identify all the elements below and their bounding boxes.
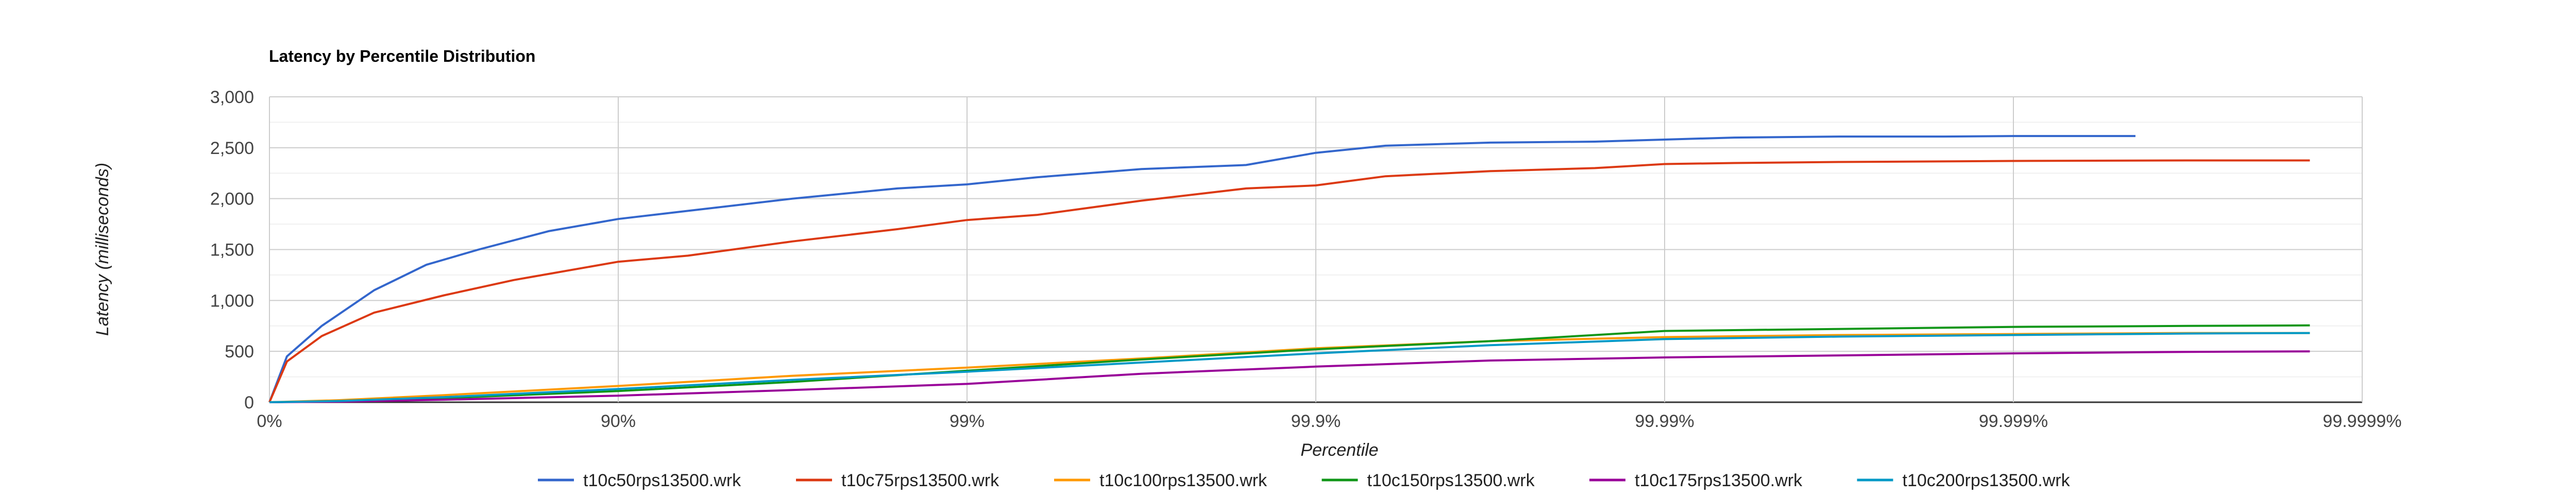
x-tick-label: 99.99% — [1635, 412, 1694, 431]
y-axis-label: Latency (milliseconds) — [93, 163, 112, 336]
legend-label: t10c100rps13500.wrk — [1099, 471, 1267, 490]
legend-label: t10c150rps13500.wrk — [1367, 471, 1535, 490]
legend-label: t10c75rps13500.wrk — [841, 471, 999, 490]
series-line — [268, 135, 2136, 403]
y-tick-label: 2,500 — [210, 139, 254, 158]
y-tick-label: 3,000 — [210, 88, 254, 107]
x-tick-label: 90% — [601, 412, 636, 431]
series-line — [268, 159, 2310, 403]
series-line — [269, 324, 2310, 403]
y-tick-label: 0 — [244, 393, 254, 413]
x-axis-label: Percentile — [1300, 440, 1378, 460]
y-tick-label: 1,000 — [210, 291, 254, 311]
axis-ticks: 0 500 1,000 1,500 2,000 2,500 3,000 0% 90% 99% 99.… — [210, 88, 2402, 431]
x-tick-label: 99.9999% — [2323, 412, 2401, 431]
y-tick-label: 500 — [225, 342, 254, 362]
legend-label: t10c200rps13500.wrk — [1903, 471, 2071, 490]
x-tick-label: 99.9% — [1291, 412, 1341, 431]
legend-label: t10c50rps13500.wrk — [583, 471, 741, 490]
series-lines — [268, 135, 2310, 403]
x-tick-label: 99% — [950, 412, 985, 431]
legend-label: t10c175rps13500.wrk — [1635, 471, 1803, 490]
y-tick-label: 2,000 — [210, 190, 254, 209]
legend: t10c50rps13500.wrk t10c75rps13500.wrk t10c… — [538, 471, 2071, 490]
grid-lines — [269, 96, 2363, 403]
x-tick-label: 99.999% — [1979, 412, 2048, 431]
chart-title: Latency by Percentile Distribution — [269, 47, 535, 65]
series-line — [269, 350, 2310, 403]
series-line — [269, 332, 2310, 403]
x-tick-label: 0% — [257, 412, 282, 431]
y-tick-label: 1,500 — [210, 241, 254, 260]
